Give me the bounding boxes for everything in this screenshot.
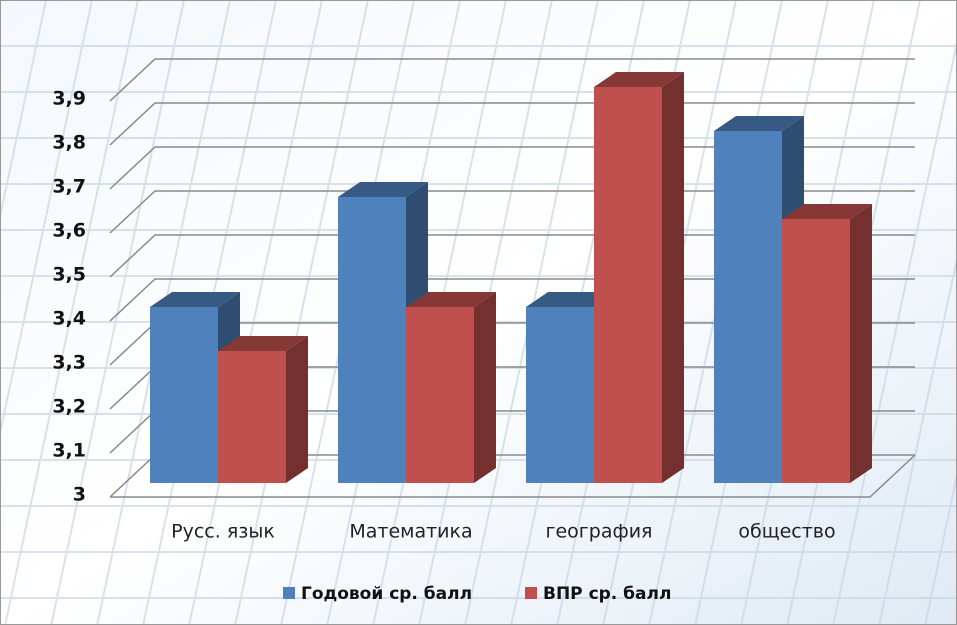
bar-front (714, 131, 782, 483)
bar-side (474, 292, 496, 483)
bar-front (150, 307, 218, 483)
y-tick-label: 3,8 (52, 132, 86, 154)
bar-front (782, 219, 850, 483)
y-tick-label: 3,1 (52, 440, 86, 462)
legend-swatch (283, 587, 295, 599)
bar (714, 116, 804, 483)
y-tick-label: 3 (73, 484, 86, 506)
bar-top (526, 292, 616, 307)
bar-front (594, 87, 662, 483)
x-tick-label: Математика (349, 521, 472, 543)
legend-label: ВПР ср. балл (543, 584, 671, 604)
x-tick-label: Русс. язык (171, 521, 275, 543)
y-tick-label: 3,7 (52, 176, 86, 198)
bar-top (714, 116, 804, 131)
legend-swatch (525, 587, 537, 599)
y-tick-label: 3,6 (52, 220, 86, 242)
y-tick-label: 3,2 (52, 396, 86, 418)
x-tick-label: общество (738, 521, 835, 543)
y-tick-label: 3,3 (52, 352, 86, 374)
bar-side (662, 72, 684, 483)
y-tick-label: 3,9 (52, 88, 86, 110)
bar (406, 292, 496, 483)
bar (782, 204, 872, 483)
bar (150, 292, 240, 483)
bar-top (150, 292, 240, 307)
bar-top (782, 204, 872, 219)
bar-front (526, 307, 594, 483)
bar-front (218, 351, 286, 483)
bar-side (850, 204, 872, 483)
y-tick-label: 3,5 (52, 264, 86, 286)
bar-top (406, 292, 496, 307)
x-tick-label: география (545, 521, 652, 543)
bar-top (218, 336, 308, 351)
bar-top (594, 72, 684, 87)
bar-front (338, 197, 406, 483)
bar (594, 72, 684, 483)
bar-front (406, 307, 474, 483)
legend-label: Годовой ср. балл (301, 584, 472, 604)
bar-side (286, 336, 308, 483)
y-tick-label: 3,4 (52, 308, 86, 330)
bar (218, 336, 308, 483)
floor-edge (110, 454, 916, 498)
bar-top (338, 182, 428, 197)
grid-line (109, 58, 915, 102)
